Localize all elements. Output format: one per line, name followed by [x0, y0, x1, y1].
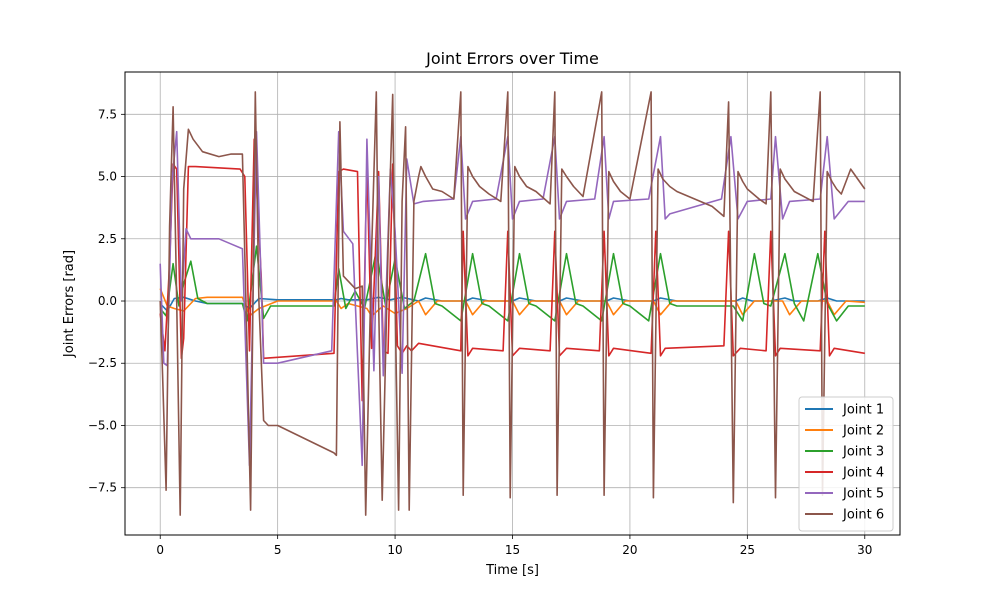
legend-item-joint-1[interactable]: Joint 1 [805, 403, 884, 418]
x-axis-label: Time [s] [485, 563, 539, 578]
series-layer [159, 91, 866, 516]
x-tick-label: 10 [387, 543, 402, 557]
y-tick-label: −2.5 [88, 356, 117, 370]
legend-item-joint-4[interactable]: Joint 4 [805, 466, 884, 481]
y-tick-label: 2.5 [98, 232, 117, 246]
y-tick-label: 5.0 [98, 170, 117, 184]
legend-label: Joint 2 [842, 424, 884, 439]
axis-ticks: 0 5 10 15 20 25 30 −7.5 −5.0 −2.5 0.0 2.5 5.0 7.5 [88, 107, 873, 557]
x-tick-label: 5 [274, 543, 282, 557]
y-axis-label: Joint Errors [rad] [62, 250, 77, 358]
series-line-joint-3 [159, 245, 865, 322]
y-tick-label: −7.5 [88, 481, 117, 495]
y-tick-label: −5.0 [88, 418, 117, 432]
series-line-joint-2 [159, 288, 865, 317]
x-tick-label: 25 [740, 543, 755, 557]
x-tick-label: 20 [622, 543, 637, 557]
legend-label: Joint 1 [842, 403, 884, 418]
x-tick-label: 15 [505, 543, 520, 557]
legend-item-joint-2[interactable]: Joint 2 [805, 424, 884, 439]
legend-item-joint-5[interactable]: Joint 5 [805, 487, 884, 502]
legend-label: Joint 5 [842, 487, 884, 502]
legend-label: Joint 3 [842, 445, 884, 460]
x-tick-label: 0 [156, 543, 164, 557]
legend[interactable]: Joint 1 Joint 2 Joint 3 Joint 4 Joint 5 Joint… [798, 396, 894, 532]
legend-label: Joint 6 [842, 508, 884, 523]
legend-item-joint-3[interactable]: Joint 3 [805, 445, 884, 460]
legend-item-joint-6[interactable]: Joint 6 [805, 508, 884, 523]
chart-title: Joint Errors over Time [425, 49, 599, 68]
legend-label: Joint 4 [842, 466, 884, 481]
series-line-joint-6 [159, 91, 866, 516]
x-tick-label: 30 [857, 543, 872, 557]
y-tick-label: 0.0 [98, 294, 117, 308]
y-tick-label: 7.5 [98, 107, 117, 121]
